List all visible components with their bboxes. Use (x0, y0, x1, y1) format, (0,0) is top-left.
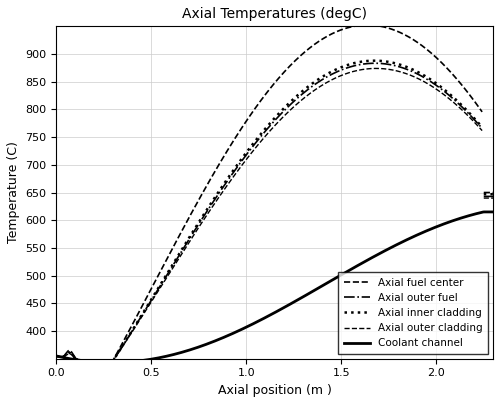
Coolant channel (332, 276, 338, 281)
Coolant channel (490, 210, 496, 215)
Axial outer cladding (307, 91, 313, 96)
Axial outer cladding (54, 354, 60, 358)
Line: Axial fuel center: Axial fuel center (56, 25, 493, 362)
Axial outer fuel (384, 62, 390, 67)
Axial outer cladding (490, 196, 496, 200)
Line: Coolant channel: Coolant channel (56, 212, 493, 362)
Axial outer fuel (80, 358, 86, 363)
Line: Axial inner cladding: Axial inner cladding (56, 61, 493, 362)
Axial fuel center (307, 45, 313, 50)
Axial fuel center (490, 190, 496, 195)
Axial fuel center (332, 30, 338, 35)
Axial inner cladding (307, 83, 313, 88)
Title: Axial Temperatures (degC): Axial Temperatures (degC) (182, 7, 367, 21)
Coolant channel (319, 284, 325, 288)
Axial outer fuel (318, 78, 324, 82)
Axial inner cladding (54, 354, 60, 358)
Legend: Axial fuel center, Axial outer fuel, Axial inner cladding, Axial outer cladding,: Axial fuel center, Axial outer fuel, Axi… (338, 272, 488, 354)
Axial inner cladding (384, 59, 390, 64)
Line: Axial outer fuel: Axial outer fuel (56, 63, 493, 362)
Axial fuel center (54, 354, 60, 358)
Coolant channel (308, 290, 314, 295)
Axial outer fuel (54, 354, 60, 358)
Axial fuel center (384, 25, 390, 30)
Axial outer fuel (490, 194, 496, 199)
Axial inner cladding (318, 75, 324, 80)
Y-axis label: Temperature (C): Temperature (C) (7, 141, 20, 244)
Axial inner cladding (80, 358, 86, 363)
Axial outer fuel (307, 86, 313, 90)
Axial outer cladding (384, 67, 390, 72)
Axial inner cladding (490, 192, 496, 197)
Axial inner cladding (332, 68, 338, 73)
Coolant channel (109, 360, 115, 365)
Axial outer cladding (430, 84, 436, 89)
Coolant channel (430, 226, 436, 231)
Axial fuel center (430, 52, 436, 57)
Coolant channel (54, 354, 60, 358)
Coolant channel (481, 210, 487, 215)
Axial outer fuel (332, 70, 338, 75)
Coolant channel (80, 358, 86, 363)
Axial fuel center (318, 37, 324, 42)
Axial inner cladding (430, 78, 436, 83)
Axial outer cladding (318, 83, 324, 88)
Axial outer cladding (80, 358, 86, 363)
Axial outer cladding (332, 76, 338, 81)
Axial outer fuel (430, 80, 436, 85)
Coolant channel (385, 247, 391, 252)
Axial fuel center (80, 358, 86, 363)
Line: Axial outer cladding: Axial outer cladding (56, 68, 493, 362)
X-axis label: Axial position (m ): Axial position (m ) (218, 384, 332, 397)
